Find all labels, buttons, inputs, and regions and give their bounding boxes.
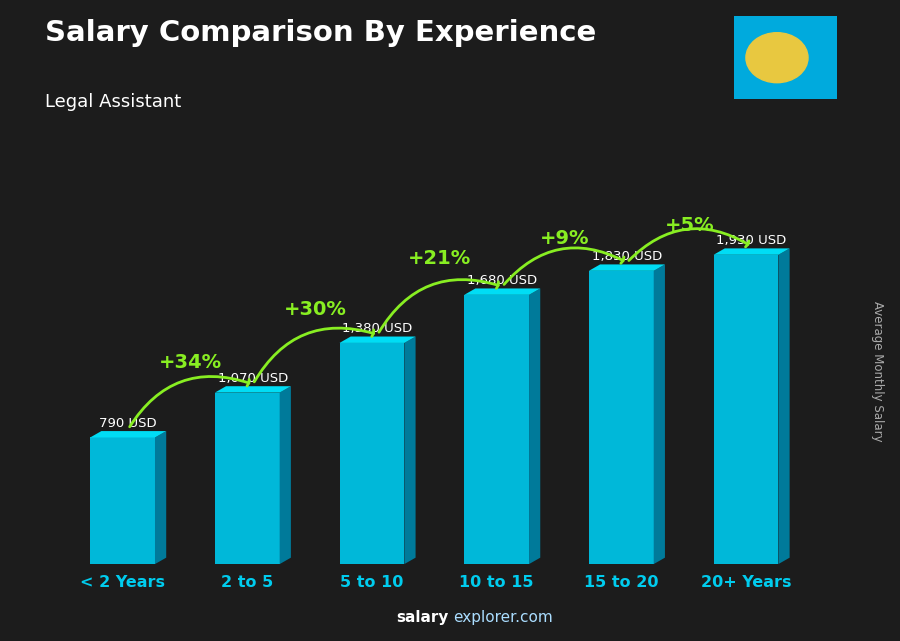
- Polygon shape: [90, 431, 166, 437]
- Polygon shape: [589, 271, 653, 564]
- Polygon shape: [155, 431, 166, 564]
- Text: Salary Comparison By Experience: Salary Comparison By Experience: [45, 19, 596, 47]
- Polygon shape: [280, 386, 291, 564]
- Text: +21%: +21%: [409, 249, 472, 267]
- Polygon shape: [653, 264, 665, 564]
- Text: +34%: +34%: [159, 353, 222, 372]
- Text: 1,830 USD: 1,830 USD: [592, 250, 662, 263]
- Text: +9%: +9%: [540, 229, 590, 248]
- Text: explorer.com: explorer.com: [453, 610, 553, 625]
- Text: Average Monthly Salary: Average Monthly Salary: [871, 301, 884, 442]
- Polygon shape: [529, 288, 540, 564]
- Text: 1,930 USD: 1,930 USD: [716, 234, 787, 247]
- Polygon shape: [778, 248, 789, 564]
- Text: salary: salary: [396, 610, 448, 625]
- Polygon shape: [215, 392, 280, 564]
- Text: 1,070 USD: 1,070 USD: [218, 372, 288, 385]
- Polygon shape: [404, 337, 416, 564]
- Polygon shape: [589, 264, 665, 271]
- Text: Legal Assistant: Legal Assistant: [45, 93, 181, 111]
- Polygon shape: [714, 248, 789, 254]
- Text: 790 USD: 790 USD: [99, 417, 157, 429]
- Polygon shape: [339, 343, 404, 564]
- Text: 1,380 USD: 1,380 USD: [342, 322, 413, 335]
- Text: +30%: +30%: [284, 300, 346, 319]
- Polygon shape: [90, 437, 155, 564]
- Polygon shape: [215, 386, 291, 392]
- Polygon shape: [339, 337, 416, 343]
- Polygon shape: [464, 295, 529, 564]
- Polygon shape: [714, 254, 778, 564]
- Text: 1,680 USD: 1,680 USD: [467, 274, 537, 287]
- Polygon shape: [464, 288, 540, 295]
- Circle shape: [746, 33, 808, 83]
- Text: +5%: +5%: [664, 217, 714, 235]
